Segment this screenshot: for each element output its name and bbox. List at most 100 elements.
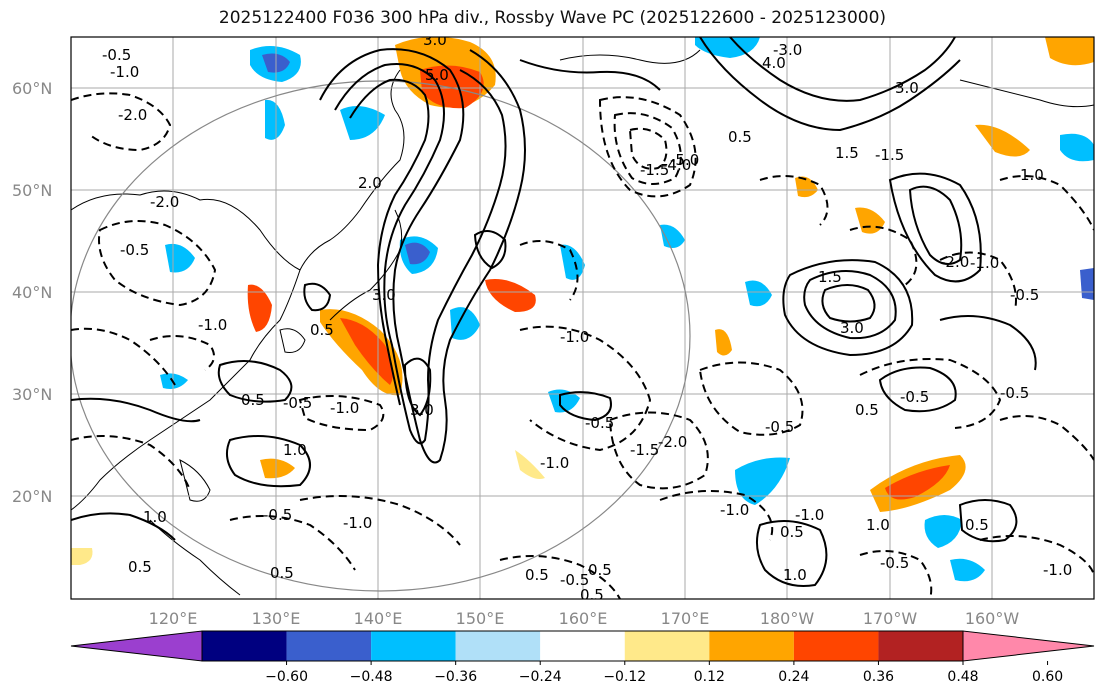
contour-label: 0.5 [588, 561, 612, 579]
contour-label: -1.0 [540, 454, 569, 472]
contour-label: 3.0 [840, 319, 864, 337]
contour-label: -0.5 [900, 388, 929, 406]
positive-div-patch [340, 318, 394, 385]
colorbar-segment [70, 630, 203, 662]
lon-label: 130°E [252, 609, 301, 628]
colorbar: −0.60 −0.48 −0.36 −0.24 −0.12 0.12 0.24 0.36 0.4… [70, 630, 1095, 685]
longitude-labels: 120°E 130°E 140°E 150°E 160°E 170°E 180°… [149, 609, 1020, 628]
contour-label: -1.0 [795, 506, 824, 524]
contour-label: -2.0 [940, 253, 969, 271]
colorbar-segment [455, 631, 541, 661]
colorbar-segment [624, 631, 710, 661]
negative-div-patch [405, 242, 430, 265]
reference-circle [71, 80, 691, 592]
colorbar-tick-label: 0.12 [694, 669, 725, 685]
colorbar-segment [540, 631, 625, 661]
contour-label: 0.5 [780, 523, 804, 541]
contour-label: -1.5 [630, 441, 659, 459]
contour-label: 0.5 [310, 321, 334, 339]
contour-label: -0.5 [120, 241, 149, 259]
colorbar-tick-label: −0.60 [265, 669, 308, 685]
contour-label: 4.0 [762, 54, 786, 72]
colorbar-segment [371, 631, 456, 661]
negative-div-patch [950, 558, 985, 582]
contour-label: -1.0 [1043, 561, 1072, 579]
positive-div-patch [885, 465, 950, 500]
contour-label: 5.0 [425, 66, 449, 84]
contour-label: -1.5 [875, 146, 904, 164]
negative-div-patch [265, 99, 285, 140]
contour-label: -0.5 [102, 46, 131, 64]
contour-label: -0.5 [585, 414, 614, 432]
negative-div-patch [660, 224, 685, 248]
negative-div-patch [1080, 268, 1094, 300]
contour-label: -0.5 [1000, 384, 1029, 402]
lon-label: 120°E [149, 609, 198, 628]
contour-label: 2.0 [358, 174, 382, 192]
positive-div-patch [420, 65, 484, 109]
negative-div-patch [735, 457, 790, 505]
contour-label: -0.5 [1010, 286, 1039, 304]
lat-label: 30°N [12, 385, 52, 404]
positive-div-patch [260, 458, 295, 479]
positive-div-patch [515, 450, 545, 479]
lon-label: 170°W [863, 609, 918, 628]
colorbar-border [201, 630, 964, 662]
contour-label: -0.5 [560, 571, 589, 589]
positive-div-patch [975, 124, 1030, 157]
contour-label: -2.0 [150, 193, 179, 211]
contour-label: 1.5 [818, 268, 842, 286]
contour-label: -5.0 [670, 151, 699, 169]
contour-label: -2.0 [118, 106, 147, 124]
contour-label: -0.5 [263, 506, 292, 524]
lon-label: 170°E [661, 609, 710, 628]
contour-label: 0.5 [965, 516, 989, 534]
contour-label: -1.0 [720, 501, 749, 519]
contour-label: 0.5 [241, 391, 265, 409]
contour-label: 0.5 [728, 128, 752, 146]
lon-label: 160°E [559, 609, 608, 628]
lon-label: 140°E [354, 609, 403, 628]
contour-label: -3.0 [773, 41, 802, 59]
contour-label: 0.5 [128, 558, 152, 576]
contour-label: 0.5 [270, 564, 294, 582]
lon-label: 160°W [965, 609, 1020, 628]
colorbar-segment [202, 631, 287, 661]
negative-div-patch [548, 389, 580, 413]
contour-label: 0.5 [855, 401, 879, 419]
contour-label: 0.5 [525, 566, 549, 584]
contour-label: 3.0 [410, 401, 434, 419]
contour-label: 1.0 [866, 516, 890, 534]
lat-label: 20°N [12, 487, 52, 506]
lon-label: 150°E [456, 609, 505, 628]
map-frame [70, 36, 1095, 600]
negative-div-patch [745, 280, 772, 307]
contour-label: 1.0 [1020, 166, 1044, 184]
map-title: 2025122400 F036 300 hPa div., Rossby Wav… [218, 8, 887, 28]
contour-label: -0.5 [765, 418, 794, 436]
lat-label: 40°N [12, 283, 52, 302]
contour-label: -2.0 [658, 433, 687, 451]
negative-div-patch [450, 307, 480, 340]
negative-div-patch [924, 515, 962, 548]
colorbar-tick-label: 0.24 [778, 669, 809, 685]
positive-div-patch [71, 548, 93, 565]
colorbar-segment [793, 631, 879, 661]
contour-label: -1.0 [330, 399, 359, 417]
positive-div-patch [715, 329, 732, 356]
coastline-layer [71, 49, 1094, 596]
contour-label: -1.0 [110, 63, 139, 81]
contour-label: -0.5 [880, 554, 909, 572]
contour-label: -1.0 [343, 514, 372, 532]
colorbar-tick-label: −0.12 [603, 669, 646, 685]
contour-label: 1.0 [283, 441, 307, 459]
contour-label: 0.5 [580, 586, 604, 604]
negative-div-patch [160, 373, 188, 389]
contour-labels: -0.5 -1.0 -2.0 -0.5 -1.5 -2.0 -1.0 -0.5 … [102, 37, 1072, 604]
positive-div-patch [247, 284, 272, 332]
positive-div-patch [485, 279, 536, 312]
lat-label: 50°N [12, 181, 52, 200]
lon-label: 180°W [760, 609, 815, 628]
contour-label: -1.0 [560, 328, 589, 346]
